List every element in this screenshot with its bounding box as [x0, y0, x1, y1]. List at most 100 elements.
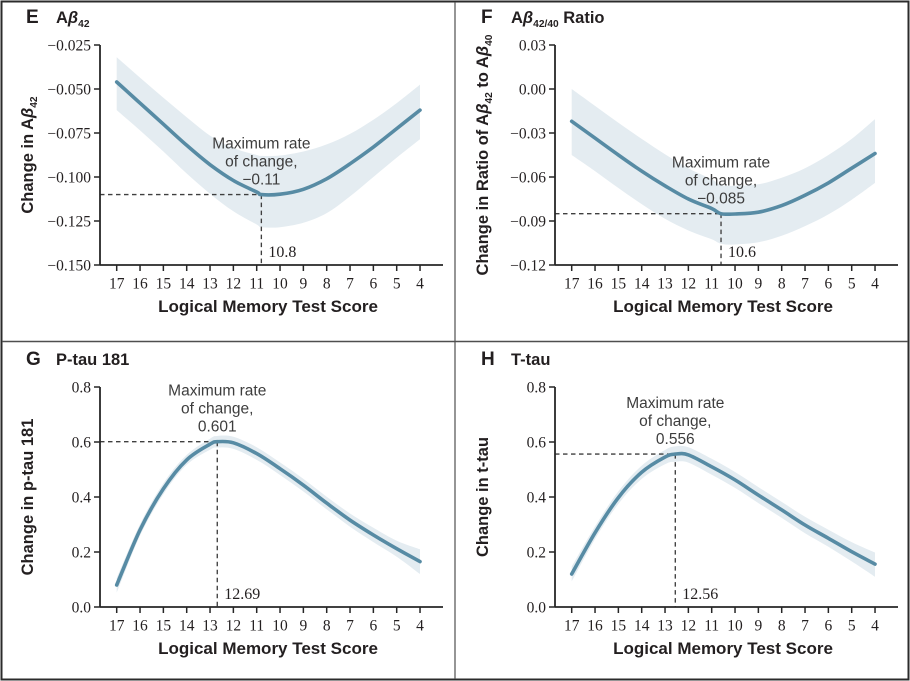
x-tick-label: 16	[132, 618, 148, 635]
x-tick-label: 17	[564, 276, 580, 293]
y-axis-title: Change in p-tau 181	[19, 419, 37, 576]
x-tick-label: 15	[611, 618, 627, 635]
y-axis-title: Change in t-tau	[474, 437, 492, 557]
panel-g: 17 16 15 14 13 12 11 10 9 8 7 6 5 4 0.8 0.6 0.4 0.2 0.0 G P-…	[19, 349, 443, 658]
x-tick-label: 7	[346, 618, 354, 635]
max-rate-annotation-line: of change,	[181, 401, 253, 418]
panel-e: 17 16 15 14 13 12 11 10 9 8 7 6 5 4 −0.025 −0.050 −0.075…	[19, 7, 443, 316]
y-tick-label: −0.12	[510, 258, 546, 275]
y-tick-label: −0.06	[510, 170, 546, 187]
x-tick-label: 7	[346, 276, 354, 293]
x-tick-label: 14	[179, 276, 195, 293]
panel-letter: G	[26, 349, 41, 370]
max-rate-annotation-line: of change,	[685, 173, 757, 190]
max-rate-x-label: 12.69	[224, 586, 260, 603]
max-rate-annotation-line: Maximum rate	[626, 395, 724, 412]
panel-letter: F	[481, 7, 493, 28]
trend-curve	[114, 439, 422, 587]
max-rate-annotation-line: of change,	[225, 154, 297, 171]
x-tick-label: 13	[202, 618, 218, 635]
max-rate-x-label: 12.56	[682, 586, 718, 603]
x-tick-label: 4	[416, 276, 424, 293]
y-tick-label: 0.4	[72, 490, 92, 507]
max-rate-x-label: 10.8	[268, 244, 296, 261]
panel-f: 17 16 15 14 13 12 11 10 9 8 7 6 5 4 0.03 0.00 −0.03 −0.06…	[474, 7, 898, 316]
x-tick-label: 5	[848, 276, 856, 293]
panel-letter: E	[26, 7, 39, 28]
x-tick-label: 6	[369, 618, 377, 635]
y-axis-title: Change in Aβ42	[19, 96, 40, 214]
x-tick-label: 5	[393, 276, 401, 293]
x-tick-label: 15	[611, 276, 627, 293]
y-tick-label: −0.025	[47, 38, 91, 55]
y-tick-label: −0.050	[47, 82, 91, 99]
panel-title: T-tau	[511, 351, 550, 369]
max-rate-annotation-line: Maximum rate	[672, 155, 770, 172]
trend-curve	[569, 451, 877, 576]
x-tick-label: 16	[587, 276, 603, 293]
y-tick-label: 0.8	[527, 380, 547, 397]
x-tick-label: 5	[393, 618, 401, 635]
x-axis-title: Logical Memory Test Score	[613, 639, 833, 658]
x-tick-label: 8	[323, 618, 331, 635]
x-tick-label: 8	[323, 276, 331, 293]
confidence-band	[571, 89, 875, 245]
trend-curve	[114, 80, 422, 197]
y-tick-label: −0.03	[510, 126, 546, 143]
panel-letter: H	[481, 349, 495, 370]
x-tick-label: 11	[704, 276, 719, 293]
x-tick-label: 7	[801, 618, 809, 635]
max-rate-annotation-line: −0.085	[697, 191, 745, 208]
x-tick-label: 13	[202, 276, 218, 293]
x-tick-label: 4	[871, 618, 879, 635]
max-rate-annotation-line: 0.556	[656, 431, 695, 448]
y-tick-label: −0.150	[47, 258, 91, 275]
x-tick-label: 9	[299, 276, 307, 293]
y-tick-label: −0.09	[510, 214, 546, 231]
x-tick-label: 10	[727, 618, 743, 635]
x-tick-label: 11	[249, 276, 264, 293]
x-tick-label: 13	[657, 276, 673, 293]
confidence-band	[116, 57, 420, 228]
x-tick-label: 15	[156, 618, 172, 635]
x-tick-label: 10	[272, 618, 288, 635]
x-axis-title: Logical Memory Test Score	[158, 639, 378, 658]
y-tick-label: 0.03	[519, 38, 546, 55]
x-tick-label: 11	[249, 618, 264, 635]
x-tick-label: 16	[587, 618, 603, 635]
x-tick-label: 6	[369, 276, 377, 293]
x-tick-label: 14	[179, 618, 195, 635]
x-tick-label: 6	[824, 618, 832, 635]
y-tick-label: 0.6	[527, 435, 547, 452]
x-tick-label: 4	[871, 276, 879, 293]
x-tick-label: 9	[299, 618, 307, 635]
x-tick-label: 4	[416, 618, 424, 635]
x-tick-label: 12	[681, 618, 697, 635]
y-tick-label: 0.0	[527, 600, 547, 617]
y-tick-label: 0.00	[519, 82, 546, 99]
trend-curve	[569, 119, 877, 217]
max-rate-annotation-line: Maximum rate	[212, 136, 310, 153]
x-tick-label: 8	[778, 276, 786, 293]
x-axis-title: Logical Memory Test Score	[158, 297, 378, 316]
x-tick-label: 7	[801, 276, 809, 293]
x-tick-label: 14	[634, 276, 650, 293]
panel-title: Aβ42/40 Ratio	[511, 9, 605, 30]
max-rate-annotation-line: of change,	[639, 413, 711, 430]
x-tick-label: 17	[109, 618, 125, 635]
y-tick-label: −0.100	[47, 170, 91, 187]
x-tick-label: 10	[272, 276, 288, 293]
x-tick-label: 9	[754, 618, 762, 635]
x-tick-label: 12	[226, 618, 242, 635]
panel-title: Aβ42	[56, 9, 90, 30]
x-tick-label: 12	[226, 276, 242, 293]
y-tick-label: 0.6	[72, 435, 92, 452]
y-tick-label: −0.125	[47, 214, 91, 231]
x-tick-label: 15	[156, 276, 172, 293]
max-rate-x-label: 10.6	[728, 244, 756, 261]
x-axis-title: Logical Memory Test Score	[613, 297, 833, 316]
y-tick-label: 0.0	[72, 600, 92, 617]
panel-h: 17 16 15 14 13 12 11 10 9 8 7 6 5 4 0.8 0.6 0.4 0.2 0.0 H T-…	[474, 349, 898, 658]
y-tick-label: 0.2	[527, 545, 546, 562]
